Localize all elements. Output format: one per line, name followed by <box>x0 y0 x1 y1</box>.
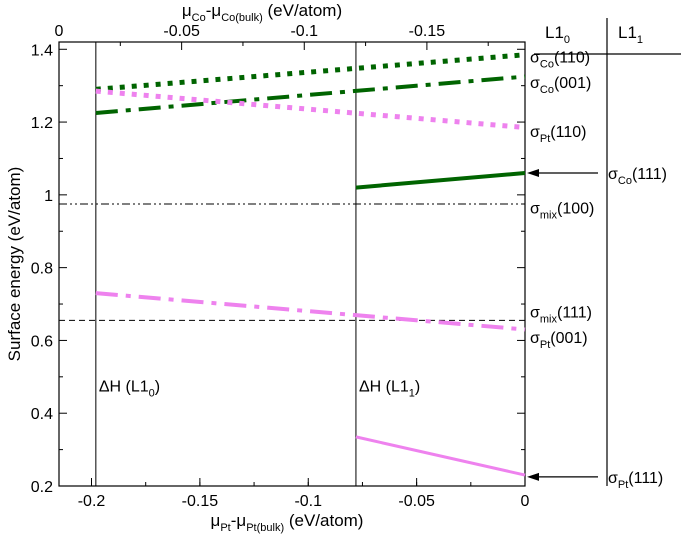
label-sigma-mix-100: σmix(100) <box>530 201 594 222</box>
y-tick-label-4: 1 <box>44 188 53 205</box>
x-tick-label-0: -0.2 <box>78 493 106 510</box>
x2-axis-title: μCo-μCo(bulk) (eV/atom) <box>182 1 342 24</box>
x2-tick-label-1: -0.05 <box>163 23 200 40</box>
y-tick-label-0: 0.2 <box>31 479 53 496</box>
text-layer: -0.2 -0.15 -0.1 -0.05 0 0 -0.05 -0.1 -0.15 0.2 0.4… <box>5 1 667 534</box>
phase-boundary-label-1: ΔH (L11) <box>359 378 420 399</box>
sigma-co-110-line <box>95 52 526 92</box>
plot-frame-layer <box>58 18 681 487</box>
y-tick-label-2: 0.6 <box>31 333 53 350</box>
label-sigma-pt-111: σPt(111) <box>608 470 663 491</box>
label-sigma-mix-111: σmix(111) <box>530 304 592 325</box>
sigma-pt-111-line <box>355 435 526 477</box>
x-axis-title: μPt-μPt(bulk) (eV/atom) <box>211 511 364 534</box>
x-tick-label-4: 0 <box>521 493 530 510</box>
label-sigma-pt-110: σPt(110) <box>530 124 586 145</box>
sigma-co-111-line <box>355 171 526 190</box>
label-sigma-co-001: σCo(001) <box>530 75 591 96</box>
data-lines-layer <box>59 52 598 481</box>
y-tick-label-3: 0.8 <box>31 261 53 278</box>
label-sigma-pt-001: σPt(001) <box>530 330 588 351</box>
x-tick-label-2: -0.1 <box>294 493 322 510</box>
label-sigma-co-110: σCo(110) <box>530 50 590 71</box>
header-l11: L11 <box>618 23 643 46</box>
x2-tick-label-3: -0.15 <box>409 23 446 40</box>
arrow-head-1 <box>527 472 539 481</box>
x-tick-label-1: -0.15 <box>182 493 219 510</box>
plot-area-border <box>58 41 526 487</box>
x2-tick-label-0: 0 <box>55 23 64 40</box>
y-tick-label-1: 0.4 <box>31 406 53 423</box>
x-tick-label-3: -0.05 <box>398 493 435 510</box>
phase-boundary-label-0: ΔH (L10) <box>99 378 160 399</box>
y-tick-label-5: 1.2 <box>31 115 53 132</box>
arrow-head-0 <box>527 169 539 178</box>
x2-tick-label-2: -0.1 <box>290 23 318 40</box>
y-tick-label-6: 1.4 <box>31 42 53 59</box>
header-l10: L10 <box>545 23 570 46</box>
y-axis-title: Surface energy (eV/atom) <box>5 167 24 362</box>
sigma-pt-001-line <box>95 291 526 332</box>
label-sigma-co-111: σCo(111) <box>608 166 667 187</box>
sigma-co-001-line <box>95 74 526 115</box>
